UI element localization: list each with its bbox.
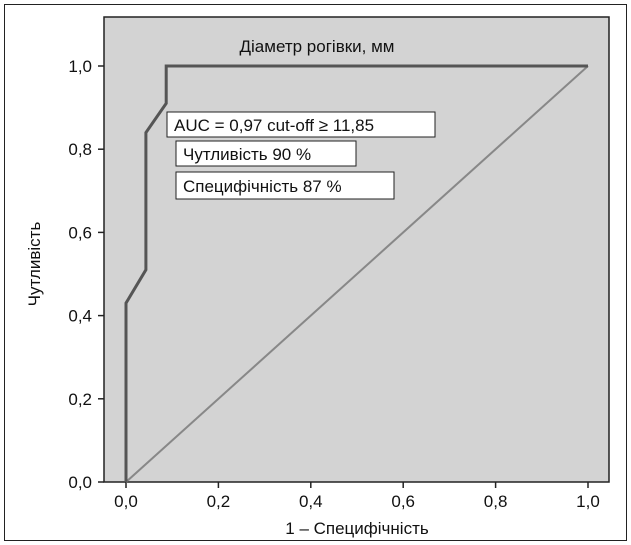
roc-curve-line xyxy=(124,64,588,482)
x-tick-label: 0,8 xyxy=(484,492,508,511)
x-axis-title: 1 – Специфічність xyxy=(285,519,429,538)
plot-area xyxy=(103,16,610,483)
figure-frame xyxy=(4,4,627,541)
annotation-auc: AUC = 0,97 cut-off ≥ 11,85 xyxy=(174,116,374,135)
y-tick-label: 0,4 xyxy=(68,307,92,326)
annotation-auc-box xyxy=(166,111,436,138)
x-tick-label: 0,6 xyxy=(391,492,415,511)
x-tick-label: 1,0 xyxy=(576,492,600,511)
x-tick-label: 0,4 xyxy=(299,492,323,511)
y-tick-label: 0,0 xyxy=(68,473,92,492)
chart-title: Діаметр рогівки, мм xyxy=(240,37,395,56)
annotation-specificity: Специфічність 87 % xyxy=(183,177,342,196)
reference-diagonal-line xyxy=(125,65,589,483)
annotation-sensitivity: Чутливість 90 % xyxy=(183,145,311,164)
y-tick-label: 0,6 xyxy=(68,223,92,242)
x-tick-label: 0,2 xyxy=(207,492,231,511)
y-tick-label: 0,2 xyxy=(68,390,92,409)
series-layer xyxy=(124,64,589,483)
y-axis-title: Чутливість xyxy=(25,222,44,307)
annotation-sensitivity-box xyxy=(175,140,357,167)
annotation-specificity-box xyxy=(175,171,395,200)
x-tick-label: 0,0 xyxy=(114,492,138,511)
y-tick-label: 1,0 xyxy=(68,57,92,76)
y-axis: 0,0 0,2 0,4 0,6 0,8 1,0 xyxy=(68,57,104,492)
y-tick-label: 0,8 xyxy=(68,140,92,159)
x-axis: 0,0 0,2 0,4 0,6 0,8 1,0 xyxy=(114,482,600,511)
